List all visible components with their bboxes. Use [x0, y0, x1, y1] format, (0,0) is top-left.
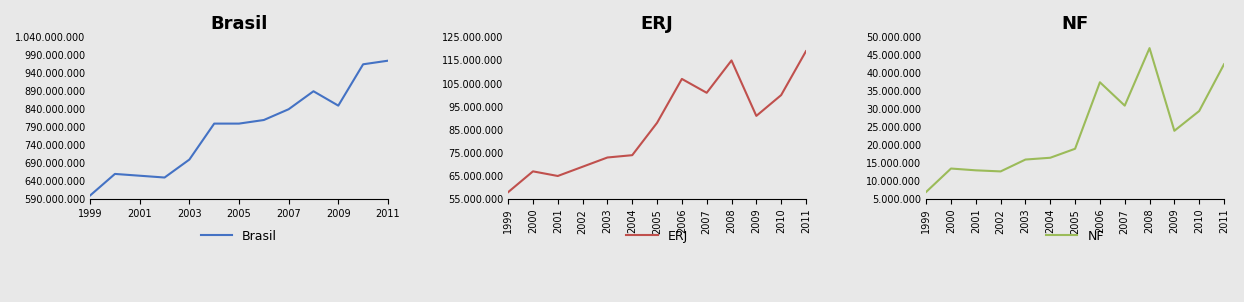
Legend: Brasil: Brasil — [195, 225, 282, 248]
Legend: ERJ: ERJ — [621, 225, 693, 248]
Title: ERJ: ERJ — [641, 15, 673, 33]
Title: Brasil: Brasil — [210, 15, 267, 33]
Legend: NF: NF — [1041, 225, 1108, 248]
Title: NF: NF — [1061, 15, 1088, 33]
